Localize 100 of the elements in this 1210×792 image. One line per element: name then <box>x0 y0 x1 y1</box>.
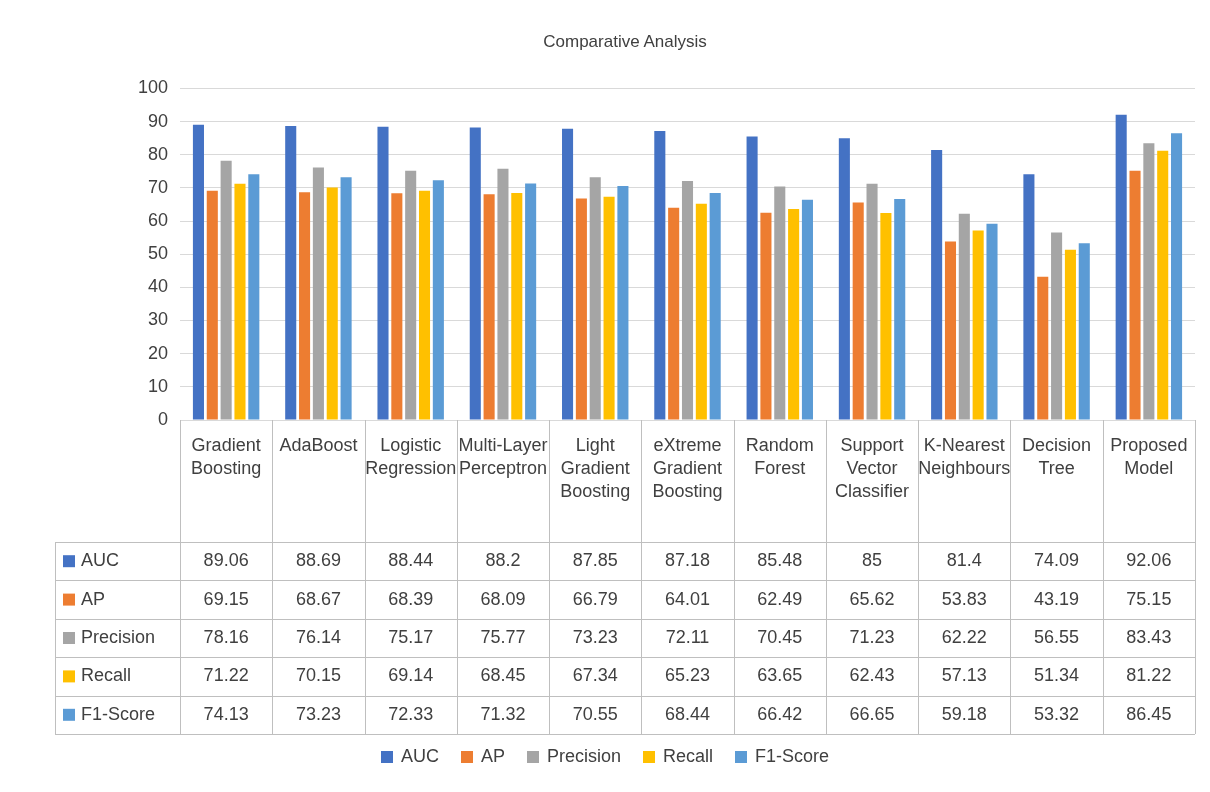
text: F1-Score <box>755 746 830 766</box>
data-label: 72.11 <box>665 626 710 647</box>
x-tick-label: Logistic Regression <box>365 434 457 479</box>
data-label: 73.23 <box>572 626 618 647</box>
y-tick-label: 50 <box>147 243 168 264</box>
data-label: 89.06 <box>203 550 249 571</box>
bar <box>418 190 431 420</box>
data-label: 71.22 <box>203 665 249 686</box>
x-tick-label: Gradient Boosting <box>191 434 262 479</box>
bar <box>931 150 943 420</box>
data-label: 75.77 <box>480 626 526 647</box>
bar <box>1129 170 1141 420</box>
x-tick-label: eXtreme Gradient Boosting <box>652 434 723 502</box>
data-label: 64.01 <box>664 588 711 609</box>
data-label: 88.2 <box>485 550 521 571</box>
bar <box>838 138 850 420</box>
bar <box>654 130 666 420</box>
x-tick-label: Support Vector Classifier <box>835 434 910 502</box>
bar <box>1064 249 1076 420</box>
bar <box>326 187 338 420</box>
data-label: 68.45 <box>480 665 526 686</box>
bar <box>1023 174 1035 420</box>
bar <box>1115 114 1127 420</box>
y-tick-label: 100 <box>137 77 168 98</box>
bar <box>1171 133 1183 420</box>
bar <box>469 127 481 420</box>
data-label: 73.23 <box>295 703 341 724</box>
data-label: 83.43 <box>1126 626 1172 647</box>
legend-label: Recall <box>81 665 132 686</box>
y-tick-label: 60 <box>147 210 168 231</box>
bar <box>511 193 523 420</box>
bar <box>1051 232 1063 420</box>
bar <box>760 212 772 420</box>
data-label: 81.22 <box>1126 665 1172 686</box>
data-label: 74.13 <box>203 703 249 724</box>
data-label: 57.13 <box>941 665 987 686</box>
x-tick-label: K-Nearest Neighbours <box>918 434 1011 479</box>
legend-label: AUC <box>81 550 120 571</box>
data-label: 68.39 <box>388 588 434 609</box>
data-label: 76.14 <box>295 626 341 647</box>
text: Recall <box>663 746 714 766</box>
bar <box>206 190 218 420</box>
bar <box>894 198 906 420</box>
data-label: 86.45 <box>1126 703 1172 724</box>
bar <box>525 183 537 420</box>
data-label: 66.42 <box>757 703 803 724</box>
y-tick-label: 10 <box>147 375 168 396</box>
data-label: 51.34 <box>1034 665 1080 686</box>
data-label: 68.44 <box>664 703 711 724</box>
data-label: 62.43 <box>849 665 895 686</box>
data-label: 72.33 <box>388 703 434 724</box>
x-tick-label: Light Gradient Boosting <box>560 434 631 502</box>
bar <box>562 128 574 420</box>
text: Precision <box>546 746 621 766</box>
bar <box>695 203 707 420</box>
y-tick-label: 0 <box>157 408 168 429</box>
data-label: 71.23 <box>849 626 895 647</box>
data-label: 56.55 <box>1034 626 1080 647</box>
bar <box>391 193 403 420</box>
bar <box>958 213 970 420</box>
data-label: 68.67 <box>295 588 341 609</box>
bar <box>192 124 204 420</box>
bar <box>852 202 864 420</box>
data-label: 69.14 <box>388 665 434 686</box>
data-label: 62.22 <box>941 626 987 647</box>
bar <box>788 208 800 420</box>
data-label: 92.06 <box>1126 550 1172 571</box>
bar <box>603 196 615 420</box>
bar <box>483 194 495 420</box>
bar <box>497 168 509 420</box>
bar <box>285 125 297 420</box>
y-tick-label: 30 <box>147 309 168 330</box>
data-label: 66.79 <box>572 588 618 609</box>
bar <box>668 207 680 420</box>
bar <box>234 183 246 420</box>
legend-label: Precision <box>81 626 156 647</box>
data-label: 75.15 <box>1126 588 1172 609</box>
bar <box>340 177 352 420</box>
bar <box>746 136 758 420</box>
data-label: 66.65 <box>849 703 895 724</box>
data-label: 74.09 <box>1034 550 1080 571</box>
x-tick-label: Random Forest <box>745 434 814 479</box>
bar <box>432 180 444 420</box>
legend-label: AP <box>81 588 106 609</box>
data-label: 67.34 <box>572 665 618 686</box>
text: AUC <box>400 746 439 766</box>
y-tick-label: 80 <box>147 143 168 164</box>
legend-label: F1-Score <box>81 703 156 724</box>
bar <box>709 193 721 420</box>
bar <box>801 199 813 420</box>
x-tick-label: Decision Tree <box>1022 434 1092 479</box>
bar <box>866 183 878 420</box>
data-label: 70.55 <box>572 703 618 724</box>
bar <box>986 223 998 420</box>
y-tick-label: 20 <box>147 342 168 363</box>
chart-title: Comparative Analysis <box>543 31 707 51</box>
data-label: 75.17 <box>388 626 434 647</box>
x-tick-label: Proposed Model <box>1110 434 1188 479</box>
bar <box>589 177 601 420</box>
data-label: 71.32 <box>480 703 526 724</box>
